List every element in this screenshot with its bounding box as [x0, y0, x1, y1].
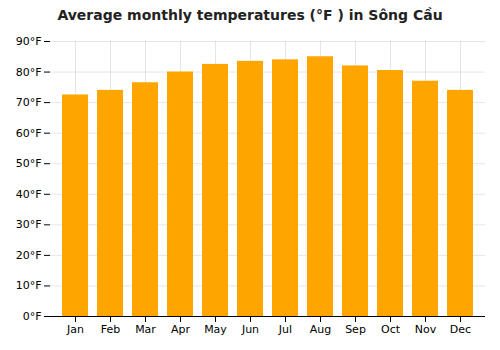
svg-text:70°F: 70°F [16, 96, 42, 109]
svg-text:30°F: 30°F [16, 218, 42, 231]
svg-text:Apr: Apr [171, 323, 191, 336]
svg-text:Dec: Dec [450, 323, 471, 336]
svg-text:Jun: Jun [241, 323, 259, 336]
svg-text:10°F: 10°F [16, 279, 42, 292]
svg-text:Oct: Oct [381, 323, 401, 336]
svg-text:90°F: 90°F [16, 35, 42, 48]
svg-text:Jul: Jul [278, 323, 292, 336]
svg-text:50°F: 50°F [16, 157, 42, 170]
svg-text:Jan: Jan [66, 323, 84, 336]
svg-text:May: May [204, 323, 227, 336]
svg-text:0°F: 0°F [23, 310, 42, 323]
svg-text:40°F: 40°F [16, 188, 42, 201]
svg-text:Feb: Feb [101, 323, 120, 336]
svg-text:Sep: Sep [345, 323, 366, 336]
svg-text:Aug: Aug [310, 323, 331, 336]
svg-text:80°F: 80°F [16, 66, 42, 79]
svg-text:60°F: 60°F [16, 127, 42, 140]
svg-text:Mar: Mar [135, 323, 156, 336]
svg-text:Nov: Nov [415, 323, 437, 336]
html-text:Average monthly temperatures (: Average monthly temperatures (°F ) in Sô… [57, 7, 443, 23]
svg-text:20°F: 20°F [16, 249, 42, 262]
